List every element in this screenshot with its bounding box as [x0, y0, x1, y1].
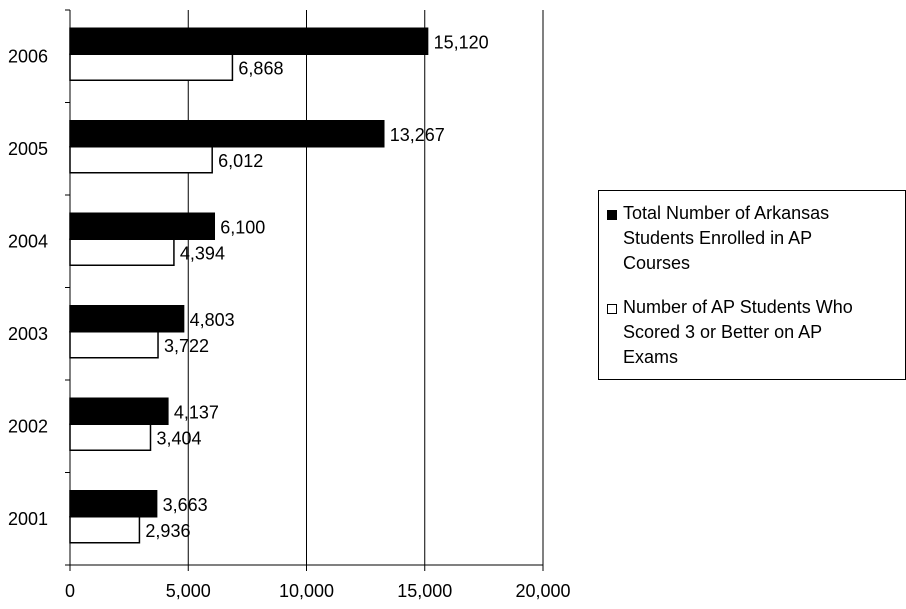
category-label: 2001 [8, 509, 48, 529]
bar-scored [69, 146, 213, 174]
legend-swatch-enrolled [607, 210, 617, 220]
data-label: 13,267 [390, 125, 445, 145]
data-label: 6,100 [220, 217, 265, 237]
data-label: 4,803 [190, 310, 235, 330]
x-tick-label: 20,000 [515, 581, 570, 601]
bar-enrolled [69, 490, 158, 518]
bar-enrolled [69, 397, 169, 425]
category-label: 2005 [8, 139, 48, 159]
data-label: 15,120 [434, 32, 489, 52]
x-tick-label: 5,000 [166, 581, 211, 601]
legend-label-enrolled: Total Number of Arkansas Students Enroll… [623, 201, 829, 276]
bar-scored [69, 516, 141, 544]
legend-label-scored: Number of AP Students Who Scored 3 or Be… [623, 295, 853, 370]
data-label: 6,868 [238, 58, 283, 78]
data-label: 4,137 [174, 402, 219, 422]
x-tick-label: 15,000 [397, 581, 452, 601]
data-label: 3,722 [164, 336, 209, 356]
bar-scored [69, 53, 234, 81]
legend-line: Exams [623, 347, 679, 367]
bar-enrolled [69, 27, 429, 55]
data-label: 2,936 [145, 521, 190, 541]
x-tick-label: 0 [65, 581, 75, 601]
legend-line: Courses [623, 253, 691, 273]
bar-scored [69, 238, 175, 266]
legend: Total Number of Arkansas Students Enroll… [598, 190, 906, 380]
data-label: 6,012 [218, 151, 263, 171]
x-tick-label: 10,000 [279, 581, 334, 601]
bar-chart: 0 5,000 10,000 15,000 20,000 2001 3,663 2,936 20… [8, 9, 571, 601]
category-label: 2003 [8, 324, 48, 344]
data-label: 4,394 [180, 243, 225, 263]
bar-scored [69, 423, 152, 451]
data-label: 3,404 [157, 428, 202, 448]
legend-line: Scored 3 or Better on AP [623, 322, 823, 342]
data-label: 3,663 [163, 495, 208, 515]
legend-line: Total Number of Arkansas [623, 203, 830, 223]
category-label: 2006 [8, 46, 48, 66]
category-label: 2002 [8, 416, 48, 436]
category-label: 2004 [8, 231, 48, 251]
bar-enrolled [69, 305, 185, 333]
bar-scored [69, 331, 159, 359]
legend-line: Students Enrolled in AP [623, 228, 813, 248]
legend-swatch-scored [607, 304, 617, 314]
bar-enrolled [69, 120, 385, 148]
bar-enrolled [69, 212, 216, 240]
legend-line: Number of AP Students Who [623, 297, 853, 317]
